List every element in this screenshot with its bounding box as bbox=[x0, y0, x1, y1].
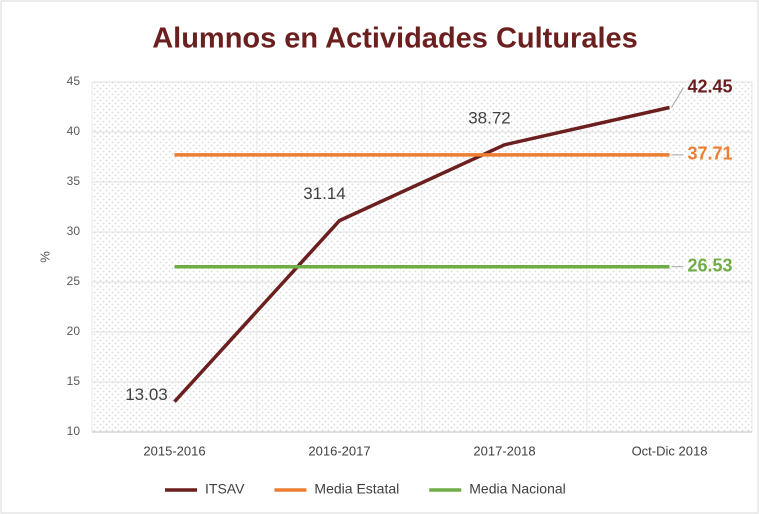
data-label: 38.72 bbox=[468, 108, 511, 127]
y-tick-label: 20 bbox=[67, 324, 81, 338]
data-label: 31.14 bbox=[303, 184, 346, 203]
data-label: 37.71 bbox=[688, 144, 733, 164]
legend-label: Media Estatal bbox=[314, 481, 399, 497]
y-tick-label: 10 bbox=[67, 424, 81, 438]
x-tick-label: Oct-Dic 2018 bbox=[632, 443, 708, 458]
y-tick-label: 35 bbox=[67, 174, 81, 188]
data-label: 13.03 bbox=[125, 385, 168, 404]
y-axis-label: % bbox=[37, 251, 52, 263]
y-tick-label: 15 bbox=[67, 374, 81, 388]
chart-title: Alumnos en Actividades Culturales bbox=[152, 23, 638, 55]
series-line bbox=[173, 105, 670, 403]
data-label: 26.53 bbox=[688, 255, 733, 275]
legend-label: Media Nacional bbox=[469, 481, 566, 497]
label-leader bbox=[671, 87, 684, 108]
y-tick-label: 45 bbox=[67, 74, 81, 88]
x-tick-label: 2015-2016 bbox=[143, 443, 205, 458]
y-tick-label: 40 bbox=[67, 124, 81, 138]
y-tick-label: 25 bbox=[67, 274, 81, 288]
data-label: 42.45 bbox=[688, 76, 733, 96]
x-tick-label: 2017-2018 bbox=[473, 443, 535, 458]
legend-label: ITSAV bbox=[205, 481, 245, 497]
x-tick-label: 2016-2017 bbox=[308, 443, 370, 458]
y-tick-label: 30 bbox=[67, 224, 81, 238]
